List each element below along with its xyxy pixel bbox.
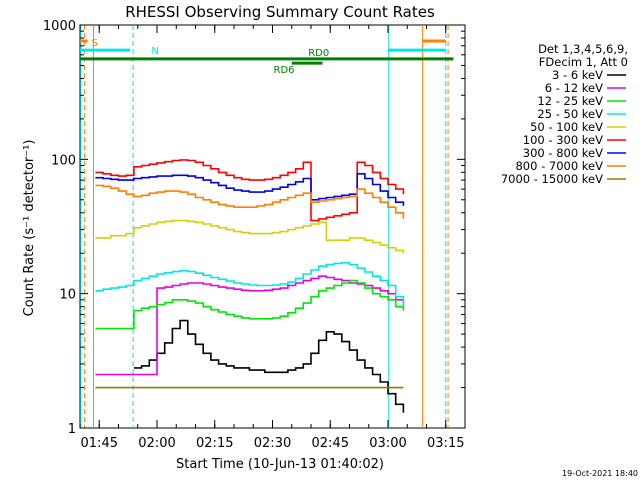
axes: 1 10 100 1000 01:45 02:00 02:15 02:30 02:45 03:00…	[43, 19, 466, 451]
legend-label: 50 - 100 keV	[530, 120, 603, 134]
legend-label: 100 - 300 keV	[523, 133, 603, 147]
x-tick-label: 02:45	[312, 436, 349, 451]
y-tick-label: 100	[51, 153, 76, 168]
annotation-label: RD6	[274, 65, 295, 76]
legend-label: 12 - 25 keV	[537, 94, 603, 108]
x-tick-label: 03:00	[369, 436, 406, 451]
annotation-label: S	[91, 38, 97, 49]
legend-header-line-2: FDecim 1, Att 0	[539, 55, 628, 69]
series-line	[95, 219, 405, 254]
x-axis-label: Start Time (10-Jun-13 01:40:02)	[176, 457, 384, 472]
x-tick-label: 02:30	[254, 436, 291, 451]
series-line	[95, 184, 405, 219]
x-tick-label: 02:00	[138, 436, 175, 451]
annotation-label: RD0	[308, 48, 329, 59]
legend-label: 25 - 50 keV	[537, 107, 603, 121]
y-tick-label: 1000	[43, 19, 76, 34]
y-tick-label: 10	[59, 288, 76, 303]
x-tick-label: 02:15	[196, 436, 233, 451]
series-line	[95, 173, 405, 206]
legend-label: 3 - 6 keV	[552, 68, 603, 82]
chart-title: RHESSI Observing Summary Count Rates	[125, 3, 435, 21]
series-line	[95, 279, 405, 330]
legend-label: 7000 - 15000 keV	[501, 172, 603, 186]
annotation-label: N	[151, 46, 158, 57]
legend-label: 6 - 12 keV	[545, 81, 603, 95]
y-axis-label: Count Rate (s⁻¹ detector⁻¹)	[22, 140, 37, 317]
series-line	[95, 159, 405, 222]
legend-label: 300 - 800 keV	[523, 146, 603, 160]
series-lines	[95, 159, 405, 413]
footer-timestamp: 19-Oct-2021 18:40	[562, 469, 638, 478]
y-tick-label: 1	[68, 422, 76, 437]
vertical-markers	[80, 25, 449, 428]
series-line	[95, 275, 405, 376]
legend-label: 800 - 7000 keV	[515, 159, 603, 173]
x-tick-label: 01:45	[81, 436, 118, 451]
state-bars: S N RD0 RD6	[80, 38, 454, 76]
series-line	[133, 319, 405, 413]
legend-header-line-1: Det 1,3,4,5,6,9,	[538, 42, 628, 56]
x-tick-label: 03:15	[427, 436, 464, 451]
series-line	[95, 261, 405, 307]
legend: Det 1,3,4,5,6,9, FDecim 1, Att 0 3 - 6 k…	[501, 42, 628, 186]
